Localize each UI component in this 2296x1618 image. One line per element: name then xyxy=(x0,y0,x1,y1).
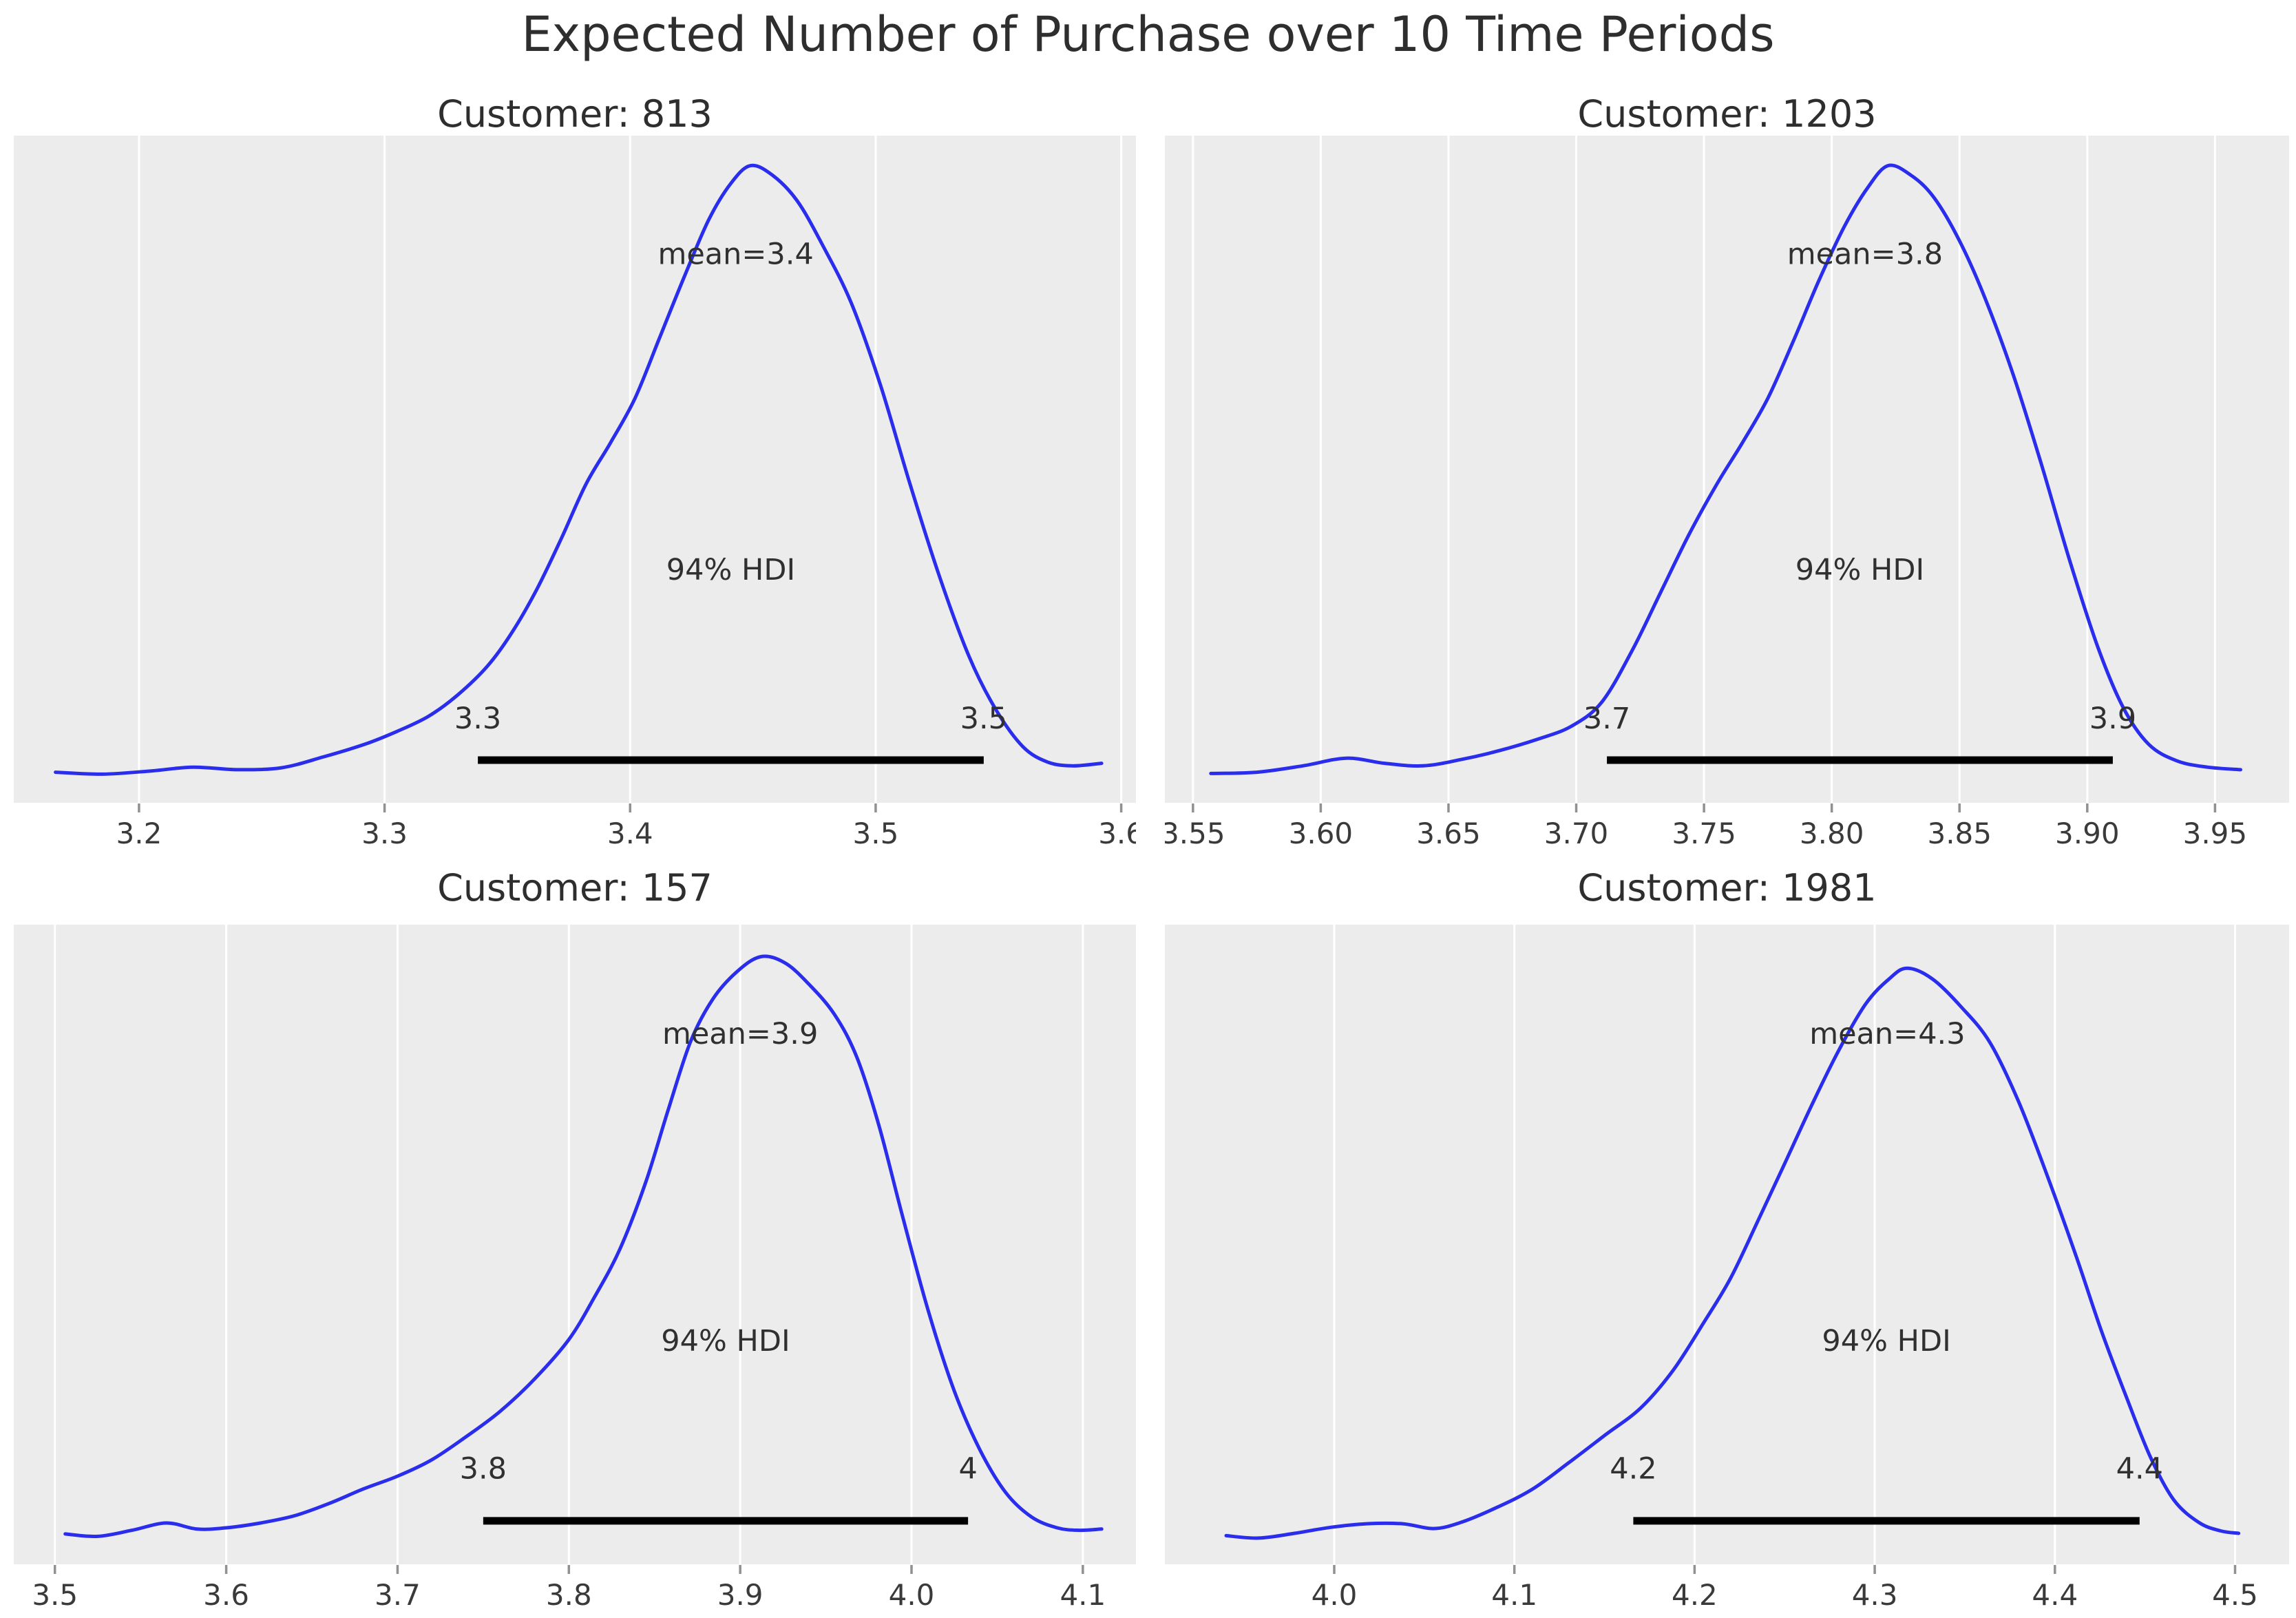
kde-curve xyxy=(54,163,1104,776)
hdi-lower-label: 3.7 xyxy=(1583,702,1630,736)
plot-svg-3: 4.0 4.1 4.2 4.3 4.4 4.5 mean=4.3 94% HDI 4.2 4.4 xyxy=(1165,925,2289,1612)
x-tick-label: 3.2 xyxy=(116,817,162,850)
x-tick-label: 3.55 xyxy=(1165,817,1225,850)
subplot-title-top-right: Customer: 1203 xyxy=(1577,92,1877,136)
kde-curve xyxy=(63,954,1104,1539)
hdi-annotation: 94% HDI xyxy=(661,1324,790,1358)
plot-background xyxy=(1165,925,2289,1564)
mean-annotation: mean=3.8 xyxy=(1787,238,1943,272)
x-tick-label: 4.5 xyxy=(2212,1578,2258,1612)
x-tick-label: 3.95 xyxy=(2183,817,2248,850)
hdi-lower-label: 3.8 xyxy=(460,1452,507,1486)
hdi-upper-label: 3.9 xyxy=(2089,702,2136,736)
x-tick-label: 3.3 xyxy=(361,817,408,850)
hdi-upper-label: 4.4 xyxy=(2116,1452,2163,1486)
x-tick-label: 3.6 xyxy=(1098,817,1136,850)
plot-svg-0: 3.2 3.3 3.4 3.5 3.6 mean=3.4 94% HDI 3.3 3.5 xyxy=(14,136,1144,850)
x-tick-label: 4.4 xyxy=(2032,1578,2078,1612)
x-tick-label: 3.5 xyxy=(32,1578,78,1612)
subplot-bottom-left: 3.5 3.6 3.7 3.8 3.9 4.0 4.1 mean=3.9 94% HDI 3.8 4 xyxy=(14,925,1136,1618)
x-tick-label: 4.0 xyxy=(1312,1578,1358,1612)
subplot-top-right: 3.55 3.60 3.65 3.70 3.75 3.80 3.85 3.90 3.95 mean… xyxy=(1161,136,2289,861)
subplot-title-top-left: Customer: 813 xyxy=(437,92,713,136)
hdi-annotation: 94% HDI xyxy=(1795,553,1924,587)
x-tick-label: 4.0 xyxy=(889,1578,935,1612)
plot-background xyxy=(14,136,1136,803)
x-tick-label: 3.4 xyxy=(607,817,653,850)
x-tick-label: 3.75 xyxy=(1672,817,1736,850)
plot-svg-2: 3.5 3.6 3.7 3.8 3.9 4.0 4.1 mean=3.9 94% HDI 3.8 4 xyxy=(14,925,1136,1612)
x-tick-label: 3.60 xyxy=(1289,817,1354,850)
hdi-upper-label: 3.5 xyxy=(960,702,1007,736)
hdi-lower-label: 3.3 xyxy=(454,702,501,736)
x-tick-label: 3.80 xyxy=(1800,817,1864,850)
hdi-annotation: 94% HDI xyxy=(666,553,795,587)
subplot-title-bottom-left: Customer: 157 xyxy=(437,866,713,910)
hdi-lower-label: 4.2 xyxy=(1610,1452,1656,1486)
kde-curve xyxy=(1224,966,2241,1540)
mean-annotation: mean=3.9 xyxy=(662,1017,818,1051)
x-tick-label: 3.65 xyxy=(1416,817,1481,850)
x-tick-label: 4.1 xyxy=(1060,1578,1106,1612)
hdi-upper-label: 4 xyxy=(958,1452,977,1486)
x-tick-label: 3.5 xyxy=(853,817,899,850)
hdi-annotation: 94% HDI xyxy=(1822,1324,1950,1358)
x-tick-label: 3.8 xyxy=(546,1578,592,1612)
x-tick-label: 3.7 xyxy=(375,1578,421,1612)
x-tick-label: 3.85 xyxy=(1927,817,1992,850)
plot-svg-1: 3.55 3.60 3.65 3.70 3.75 3.80 3.85 3.90 3.95 mean… xyxy=(1161,136,2289,850)
subplot-title-bottom-right: Customer: 1981 xyxy=(1577,866,1877,910)
kde-curve xyxy=(1209,163,2242,775)
x-tick-label: 4.3 xyxy=(1852,1578,1898,1612)
x-tick-label: 4.2 xyxy=(1672,1578,1718,1612)
plot-background xyxy=(14,925,1136,1564)
mean-annotation: mean=4.3 xyxy=(1809,1017,1965,1051)
x-tick-label: 3.90 xyxy=(2055,817,2120,850)
x-tick-label: 4.1 xyxy=(1491,1578,1537,1612)
mean-annotation: mean=3.4 xyxy=(657,238,813,272)
x-tick-label: 3.9 xyxy=(717,1578,763,1612)
subplot-top-left: 3.2 3.3 3.4 3.5 3.6 mean=3.4 94% HDI 3.3 3.5 xyxy=(14,136,1144,861)
x-tick-label: 3.6 xyxy=(203,1578,249,1612)
subplot-bottom-right: 4.0 4.1 4.2 4.3 4.4 4.5 mean=4.3 94% HDI 4.2 4.4 xyxy=(1165,925,2289,1618)
x-tick-label: 3.70 xyxy=(1544,817,1609,850)
figure-title: Expected Number of Purchase over 10 Time… xyxy=(521,6,1775,63)
